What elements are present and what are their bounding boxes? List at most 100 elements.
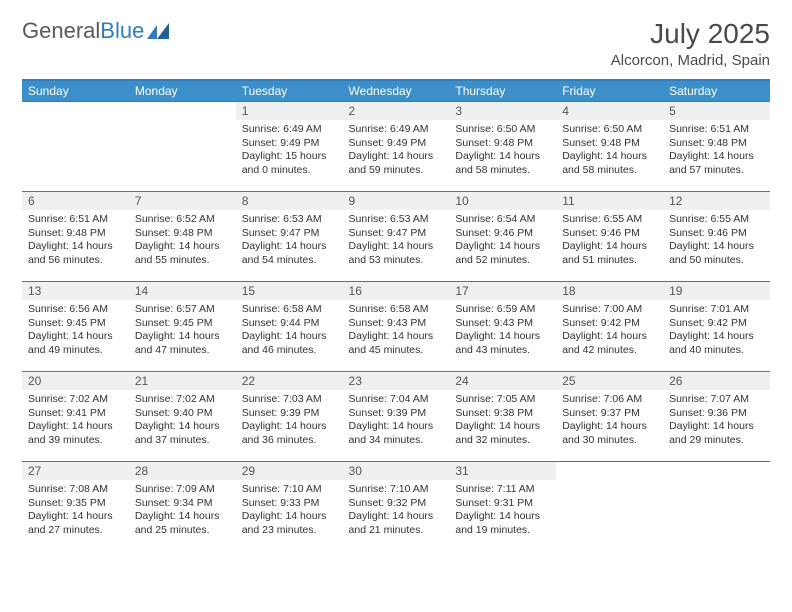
sunrise-text: Sunrise: 6:58 AM (242, 303, 337, 317)
daylight-text: Daylight: 14 hours and 39 minutes. (28, 420, 123, 447)
day-details: Sunrise: 6:49 AMSunset: 9:49 PMDaylight:… (236, 120, 343, 182)
sunset-text: Sunset: 9:48 PM (135, 227, 230, 241)
sunrise-text: Sunrise: 7:02 AM (135, 393, 230, 407)
sunset-text: Sunset: 9:31 PM (455, 497, 550, 511)
sunrise-text: Sunrise: 6:50 AM (562, 123, 657, 137)
day-number: 17 (449, 282, 556, 300)
day-number (129, 102, 236, 106)
sunset-text: Sunset: 9:48 PM (455, 137, 550, 151)
sunset-text: Sunset: 9:35 PM (28, 497, 123, 511)
day-cell (556, 462, 663, 552)
day-cell: 7Sunrise: 6:52 AMSunset: 9:48 PMDaylight… (129, 192, 236, 282)
day-number: 2 (343, 102, 450, 120)
day-number: 24 (449, 372, 556, 390)
day-details: Sunrise: 6:50 AMSunset: 9:48 PMDaylight:… (449, 120, 556, 182)
sunset-text: Sunset: 9:42 PM (669, 317, 764, 331)
day-number: 18 (556, 282, 663, 300)
day-number: 28 (129, 462, 236, 480)
sunrise-text: Sunrise: 6:56 AM (28, 303, 123, 317)
day-number: 3 (449, 102, 556, 120)
day-details: Sunrise: 7:10 AMSunset: 9:33 PMDaylight:… (236, 480, 343, 542)
sunset-text: Sunset: 9:37 PM (562, 407, 657, 421)
day-cell (663, 462, 770, 552)
daylight-text: Daylight: 14 hours and 32 minutes. (455, 420, 550, 447)
sunrise-text: Sunrise: 7:01 AM (669, 303, 764, 317)
day-details: Sunrise: 7:02 AMSunset: 9:40 PMDaylight:… (129, 390, 236, 452)
day-number: 23 (343, 372, 450, 390)
sunrise-text: Sunrise: 6:52 AM (135, 213, 230, 227)
day-number: 7 (129, 192, 236, 210)
sunset-text: Sunset: 9:46 PM (562, 227, 657, 241)
sunset-text: Sunset: 9:43 PM (349, 317, 444, 331)
daylight-text: Daylight: 14 hours and 43 minutes. (455, 330, 550, 357)
day-number: 12 (663, 192, 770, 210)
weekday-row: Sunday Monday Tuesday Wednesday Thursday… (22, 80, 770, 102)
sunrise-text: Sunrise: 6:49 AM (242, 123, 337, 137)
day-cell: 15Sunrise: 6:58 AMSunset: 9:44 PMDayligh… (236, 282, 343, 372)
day-number: 20 (22, 372, 129, 390)
day-number: 27 (22, 462, 129, 480)
location: Alcorcon, Madrid, Spain (611, 52, 770, 69)
sunset-text: Sunset: 9:42 PM (562, 317, 657, 331)
sunrise-text: Sunrise: 6:58 AM (349, 303, 444, 317)
week-row: 27Sunrise: 7:08 AMSunset: 9:35 PMDayligh… (22, 462, 770, 552)
daylight-text: Daylight: 14 hours and 30 minutes. (562, 420, 657, 447)
sunset-text: Sunset: 9:44 PM (242, 317, 337, 331)
day-number: 5 (663, 102, 770, 120)
day-number (663, 462, 770, 466)
sunset-text: Sunset: 9:36 PM (669, 407, 764, 421)
day-details: Sunrise: 6:56 AMSunset: 9:45 PMDaylight:… (22, 300, 129, 362)
day-cell: 13Sunrise: 6:56 AMSunset: 9:45 PMDayligh… (22, 282, 129, 372)
daylight-text: Daylight: 14 hours and 45 minutes. (349, 330, 444, 357)
day-number: 1 (236, 102, 343, 120)
week-row: 13Sunrise: 6:56 AMSunset: 9:45 PMDayligh… (22, 282, 770, 372)
sunset-text: Sunset: 9:48 PM (669, 137, 764, 151)
sunrise-text: Sunrise: 7:06 AM (562, 393, 657, 407)
day-cell: 18Sunrise: 7:00 AMSunset: 9:42 PMDayligh… (556, 282, 663, 372)
day-details: Sunrise: 7:11 AMSunset: 9:31 PMDaylight:… (449, 480, 556, 542)
day-details: Sunrise: 6:58 AMSunset: 9:44 PMDaylight:… (236, 300, 343, 362)
day-cell: 4Sunrise: 6:50 AMSunset: 9:48 PMDaylight… (556, 102, 663, 192)
daylight-text: Daylight: 14 hours and 19 minutes. (455, 510, 550, 537)
sunset-text: Sunset: 9:34 PM (135, 497, 230, 511)
day-number: 6 (22, 192, 129, 210)
daylight-text: Daylight: 14 hours and 52 minutes. (455, 240, 550, 267)
sunrise-text: Sunrise: 6:51 AM (669, 123, 764, 137)
day-cell: 30Sunrise: 7:10 AMSunset: 9:32 PMDayligh… (343, 462, 450, 552)
sunrise-text: Sunrise: 7:07 AM (669, 393, 764, 407)
daylight-text: Daylight: 14 hours and 23 minutes. (242, 510, 337, 537)
day-cell: 5Sunrise: 6:51 AMSunset: 9:48 PMDaylight… (663, 102, 770, 192)
day-number: 31 (449, 462, 556, 480)
sunrise-text: Sunrise: 6:55 AM (562, 213, 657, 227)
sunset-text: Sunset: 9:49 PM (242, 137, 337, 151)
daylight-text: Daylight: 14 hours and 37 minutes. (135, 420, 230, 447)
weekday-header: Saturday (663, 80, 770, 102)
day-details: Sunrise: 7:05 AMSunset: 9:38 PMDaylight:… (449, 390, 556, 452)
day-cell: 2Sunrise: 6:49 AMSunset: 9:49 PMDaylight… (343, 102, 450, 192)
daylight-text: Daylight: 14 hours and 46 minutes. (242, 330, 337, 357)
day-details: Sunrise: 7:07 AMSunset: 9:36 PMDaylight:… (663, 390, 770, 452)
sunrise-text: Sunrise: 7:09 AM (135, 483, 230, 497)
sunrise-text: Sunrise: 7:00 AM (562, 303, 657, 317)
weekday-header: Friday (556, 80, 663, 102)
day-details: Sunrise: 6:58 AMSunset: 9:43 PMDaylight:… (343, 300, 450, 362)
weekday-header: Sunday (22, 80, 129, 102)
day-cell: 16Sunrise: 6:58 AMSunset: 9:43 PMDayligh… (343, 282, 450, 372)
day-cell (129, 102, 236, 192)
day-number: 30 (343, 462, 450, 480)
sunset-text: Sunset: 9:43 PM (455, 317, 550, 331)
day-number: 10 (449, 192, 556, 210)
header: GeneralBlue July 2025 Alcorcon, Madrid, … (22, 18, 770, 69)
month-title: July 2025 (611, 18, 770, 50)
day-number: 19 (663, 282, 770, 300)
day-details: Sunrise: 6:59 AMSunset: 9:43 PMDaylight:… (449, 300, 556, 362)
day-details: Sunrise: 7:08 AMSunset: 9:35 PMDaylight:… (22, 480, 129, 542)
logo-icon (147, 23, 171, 39)
sunset-text: Sunset: 9:47 PM (242, 227, 337, 241)
sunrise-text: Sunrise: 6:57 AM (135, 303, 230, 317)
day-cell: 3Sunrise: 6:50 AMSunset: 9:48 PMDaylight… (449, 102, 556, 192)
day-details: Sunrise: 6:50 AMSunset: 9:48 PMDaylight:… (556, 120, 663, 182)
day-cell: 19Sunrise: 7:01 AMSunset: 9:42 PMDayligh… (663, 282, 770, 372)
day-number: 8 (236, 192, 343, 210)
weekday-header: Wednesday (343, 80, 450, 102)
